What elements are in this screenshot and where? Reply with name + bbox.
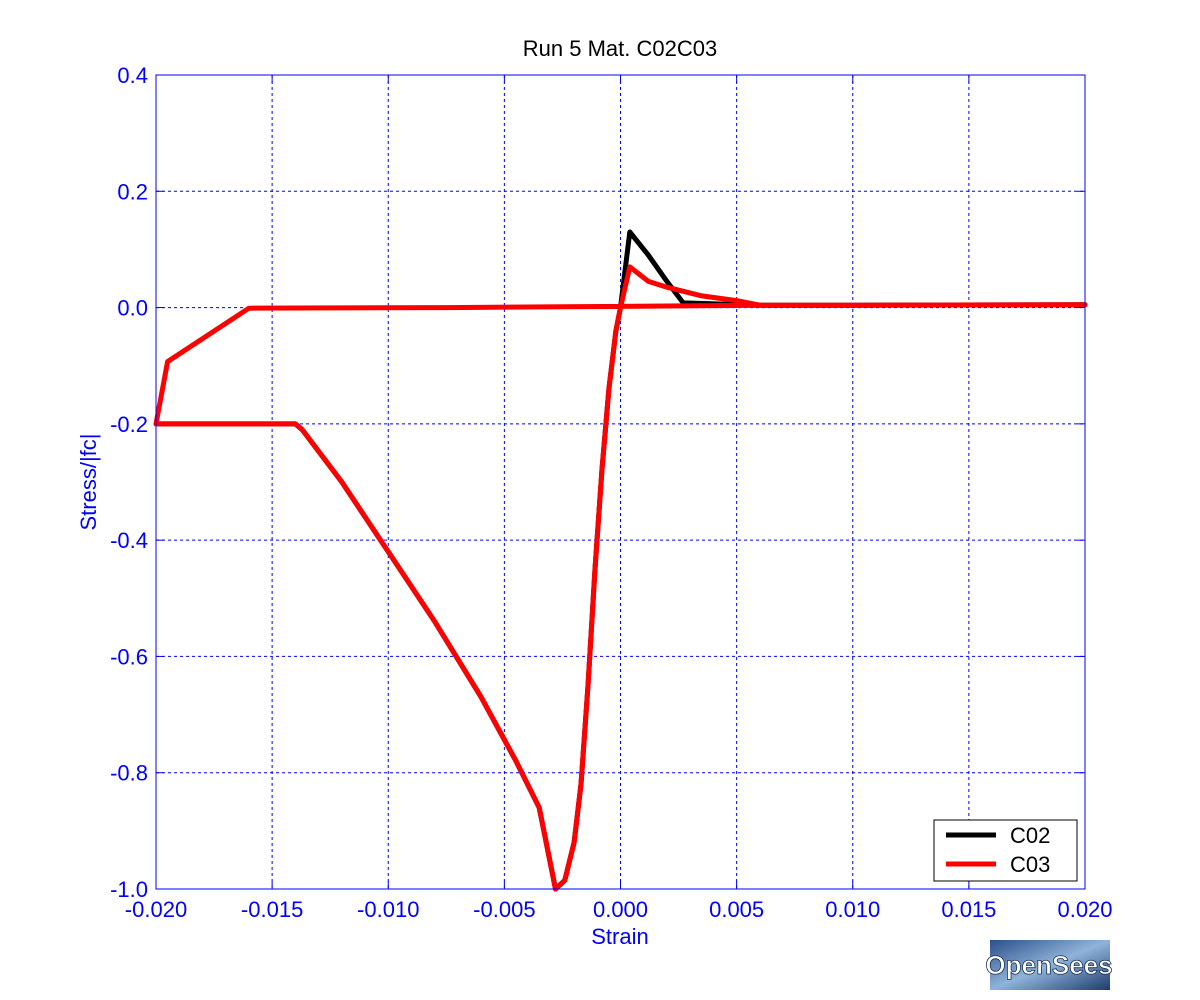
x-axis-label: Strain	[591, 924, 648, 949]
plot-frame	[155, 74, 1086, 890]
x-tick-label: 0.005	[709, 897, 764, 922]
legend: C02 C03	[933, 819, 1078, 882]
y-tick-label: -0.4	[110, 528, 148, 553]
y-tick-label: -0.8	[110, 761, 148, 786]
series-layer	[153, 229, 1088, 892]
series-line-c03	[153, 264, 1088, 892]
y-axis-label: Stress/|fc|	[76, 433, 101, 530]
chart-title: Run 5 Mat. C02C03	[523, 36, 717, 61]
x-tick-label: 0.015	[941, 897, 996, 922]
opensees-logo: OpenSees	[985, 940, 1113, 990]
x-axis-ticks: -0.020 -0.015 -0.010 -0.005 0.000 0.005 0.010 0…	[125, 75, 1113, 922]
y-tick-label: -1.0	[110, 877, 148, 902]
x-tick-label: -0.020	[125, 897, 187, 922]
y-tick-label: 0.4	[117, 63, 148, 88]
legend-label-c03: C03	[1010, 852, 1050, 877]
legend-box	[933, 819, 1078, 882]
x-tick-label: -0.015	[241, 897, 303, 922]
x-tick-label: 0.020	[1057, 897, 1112, 922]
x-tick-label: 0.010	[825, 897, 880, 922]
x-tick-label: 0.000	[593, 897, 648, 922]
grid-lines	[156, 75, 1085, 889]
y-axis-ticks: 0.4 0.2 0.0 -0.2 -0.4 -0.6 -0.8 -1.0	[110, 63, 1085, 902]
x-tick-label: -0.005	[473, 897, 535, 922]
y-tick-label: 0.2	[117, 179, 148, 204]
y-tick-label: 0.0	[117, 296, 148, 321]
y-tick-label: -0.6	[110, 644, 148, 669]
logo-text: OpenSees	[985, 950, 1112, 980]
legend-label-c02: C02	[1010, 823, 1050, 848]
logo-background	[990, 940, 1110, 990]
x-tick-label: -0.010	[357, 897, 419, 922]
y-tick-label: -0.2	[110, 412, 148, 437]
